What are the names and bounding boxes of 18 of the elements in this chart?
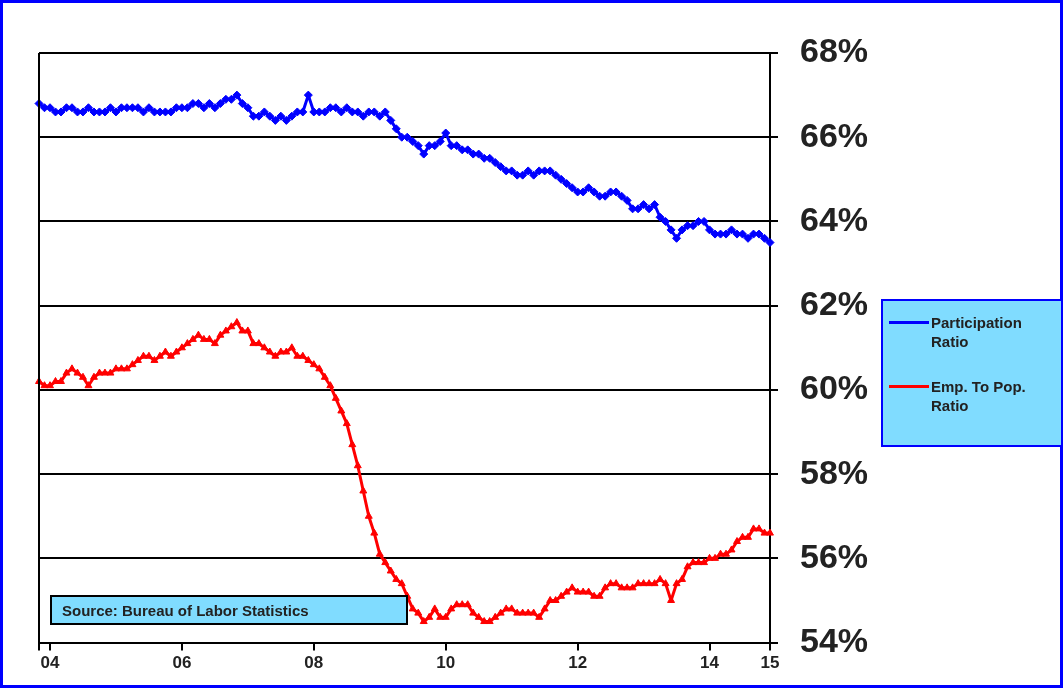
legend-label: Emp. To Pop. Ratio: [931, 377, 1027, 415]
source-note: Source: Bureau of Labor Statistics: [50, 595, 408, 625]
x-tick-label: 04: [40, 653, 60, 673]
legend-label: Participation Ratio: [931, 313, 1023, 351]
x-tick-label: 10: [436, 653, 456, 673]
y-tick-label: 54%: [800, 620, 869, 659]
x-tick-label: 14: [700, 653, 720, 673]
x-tick-label: 12: [568, 653, 588, 673]
y-tick-label: 56%: [800, 536, 869, 575]
y-tick-label: 64%: [800, 199, 869, 238]
y-tick-label: 58%: [800, 452, 869, 491]
y-tick-label: 60%: [800, 368, 869, 407]
y-tick-label: 62%: [800, 284, 869, 323]
y-tick-label: 68%: [800, 31, 869, 70]
x-tick-label: 08: [304, 653, 324, 673]
x-tick-label: 15: [760, 653, 780, 673]
x-tick-label: 06: [172, 653, 192, 673]
y-tick-label: 66%: [800, 115, 869, 154]
